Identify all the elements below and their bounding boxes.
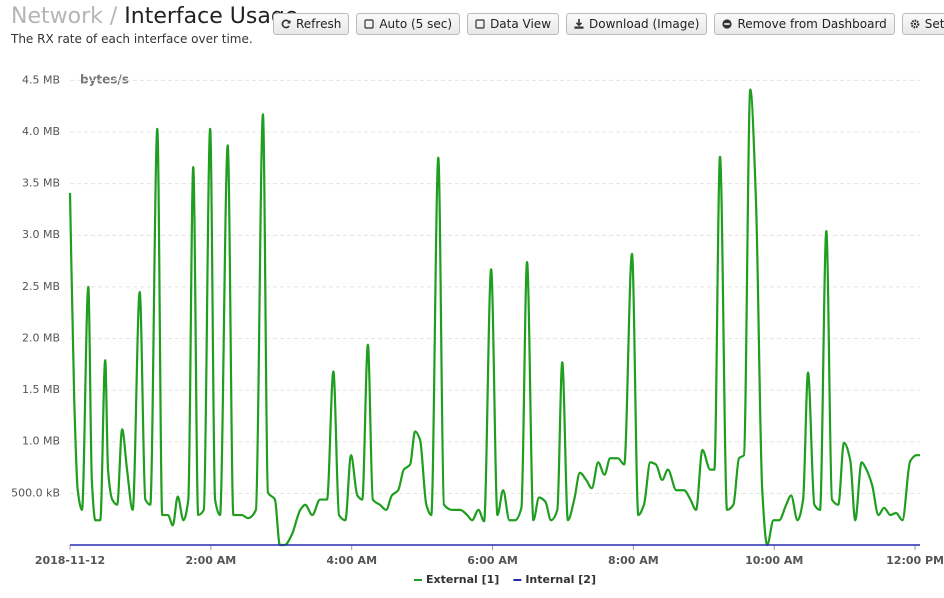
button-label: Refresh bbox=[296, 17, 342, 31]
x-tick-label: 12:00 PM bbox=[886, 554, 944, 567]
button-label: Download (Image) bbox=[589, 17, 700, 31]
legend-label: Internal [2] bbox=[525, 573, 596, 586]
refresh-button[interactable]: Refresh bbox=[273, 13, 350, 35]
series-line bbox=[68, 88, 920, 547]
settings-button[interactable]: Settings bbox=[901, 13, 944, 35]
download-icon bbox=[574, 19, 584, 29]
plot-area bbox=[68, 88, 920, 547]
y-tick-label: 2.0 MB bbox=[22, 331, 60, 344]
x-tick-label: 4:00 AM bbox=[326, 554, 377, 567]
button-label: Data View bbox=[490, 17, 552, 31]
legend: External [1] Internal [2] bbox=[414, 573, 596, 586]
settings-icon bbox=[910, 19, 920, 29]
x-tick-label: 2018-11-12 bbox=[35, 554, 105, 567]
remove-icon bbox=[722, 19, 733, 29]
download-button[interactable]: Download (Image) bbox=[566, 13, 708, 35]
toolbar: Refresh Auto (5 sec) Data View Download … bbox=[273, 13, 944, 35]
breadcrumb-separator: / bbox=[109, 4, 118, 29]
y-tick-label: 2.5 MB bbox=[22, 280, 60, 293]
data-view-button[interactable]: Data View bbox=[467, 13, 560, 35]
button-label: Settings bbox=[924, 17, 944, 31]
legend-item[interactable]: Internal [2] bbox=[513, 573, 596, 586]
x-tick-label: 6:00 AM bbox=[467, 554, 518, 567]
x-tick-label: 10:00 AM bbox=[745, 554, 803, 567]
subtitle: The RX rate of each interface over time. bbox=[11, 32, 253, 46]
y-tick-label: 4.5 MB bbox=[22, 73, 60, 86]
y-tick-label: 500.0 kB bbox=[11, 486, 60, 499]
y-tick-label: 4.0 MB bbox=[22, 125, 60, 138]
auto-button[interactable]: Auto (5 sec) bbox=[356, 13, 461, 35]
remove-button[interactable]: Remove from Dashboard bbox=[714, 13, 895, 35]
legend-item[interactable]: External [1] bbox=[414, 573, 499, 586]
checkbox-icon bbox=[475, 19, 485, 29]
y-unit-label: bytes/s bbox=[80, 73, 129, 87]
breadcrumb[interactable]: Network bbox=[11, 4, 103, 29]
refresh-icon bbox=[281, 19, 291, 29]
y-tick-label: 1.5 MB bbox=[22, 383, 60, 396]
button-label: Auto (5 sec) bbox=[379, 17, 453, 31]
button-label: Remove from Dashboard bbox=[737, 17, 887, 31]
y-tick-label: 3.5 MB bbox=[22, 177, 60, 190]
y-tick-label: 3.0 MB bbox=[22, 228, 60, 241]
y-tick-label: 1.0 MB bbox=[22, 435, 60, 448]
x-tick-label: 8:00 AM bbox=[608, 554, 659, 567]
x-tick-label: 2:00 AM bbox=[186, 554, 237, 567]
legend-label: External [1] bbox=[426, 573, 499, 586]
checkbox-icon bbox=[364, 19, 374, 29]
page-title: Network / Interface Usage bbox=[11, 4, 298, 29]
title: Interface Usage bbox=[124, 4, 299, 29]
